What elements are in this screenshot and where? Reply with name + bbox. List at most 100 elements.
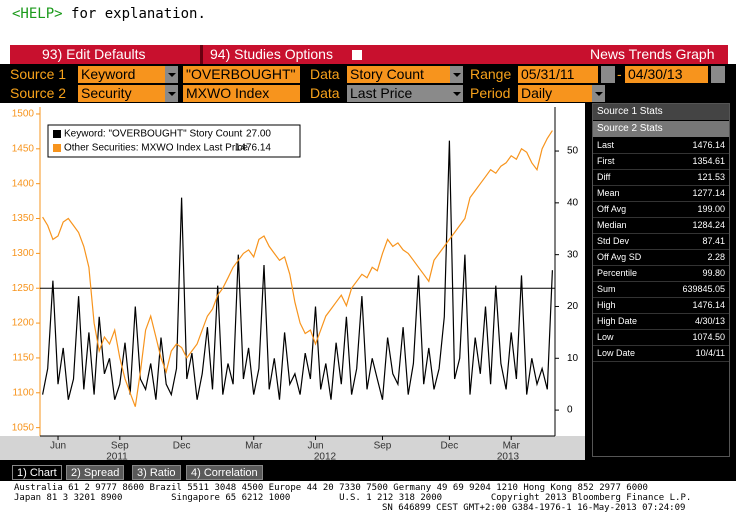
source2-data[interactable]: Last Price bbox=[347, 85, 450, 102]
stat-separator bbox=[593, 153, 729, 154]
stat-label: Low bbox=[597, 332, 614, 342]
x-tick-label: Dec bbox=[441, 441, 459, 452]
x-tick-label: Dec bbox=[173, 441, 191, 452]
stat-value: 199.00 bbox=[697, 204, 725, 214]
help-key[interactable]: <HELP> bbox=[12, 6, 63, 22]
stat-label: Off Avg SD bbox=[597, 252, 642, 262]
dropdown-arrow[interactable] bbox=[592, 85, 605, 102]
footer-line: Australia 61 2 9777 8600 Brazil 5511 304… bbox=[14, 483, 648, 493]
studies-options[interactable]: 94) Studies Options bbox=[210, 46, 333, 62]
stat-label: High bbox=[597, 300, 616, 310]
stats-tab[interactable]: Source 2 Stats bbox=[593, 121, 729, 137]
x-tick-label: Sep bbox=[111, 441, 129, 452]
range-label: Range bbox=[470, 66, 512, 82]
stat-value: 1476.14 bbox=[692, 300, 725, 310]
stat-label: First bbox=[597, 156, 615, 166]
stat-value: 99.80 bbox=[702, 268, 725, 278]
range-start[interactable]: 05/31/11 bbox=[518, 66, 598, 83]
x-year-label: 2011 bbox=[106, 452, 128, 460]
source2-label: Source 2 bbox=[10, 85, 67, 101]
tab-bar: 1) Chart 2) Spread 3) Ratio 4) Correlation bbox=[0, 464, 736, 481]
stat-separator bbox=[593, 233, 729, 234]
x-tick-label: Mar bbox=[245, 441, 263, 452]
chart-background bbox=[0, 103, 585, 460]
source1-type[interactable]: Keyword bbox=[78, 66, 165, 83]
stat-label: Median bbox=[597, 220, 627, 230]
tab[interactable]: 3) Ratio bbox=[132, 465, 181, 480]
stat-label: High Date bbox=[597, 316, 638, 326]
y2-tick-label: 50 bbox=[567, 146, 579, 157]
stat-label: Sum bbox=[597, 284, 616, 294]
x-tick-label: Mar bbox=[503, 441, 521, 452]
legend-label: Other Securities: MXWO Index Last Price bbox=[64, 143, 248, 154]
stat-value: 4/30/13 bbox=[694, 316, 725, 326]
stat-value: 639845.05 bbox=[682, 284, 725, 294]
y2-tick-label: 30 bbox=[567, 249, 579, 260]
y-tick-label: 1200 bbox=[12, 318, 35, 329]
source1-data[interactable]: Story Count bbox=[347, 66, 450, 83]
series-line bbox=[42, 140, 553, 400]
calendar-icon[interactable] bbox=[711, 66, 725, 83]
y2-tick-label: 10 bbox=[567, 353, 579, 364]
y2-tick-label: 40 bbox=[567, 197, 579, 208]
y-tick-label: 1050 bbox=[12, 422, 35, 433]
stat-label: Diff bbox=[597, 172, 611, 182]
period[interactable]: Daily bbox=[518, 85, 592, 102]
range-dash: - bbox=[617, 66, 622, 82]
y2-tick-label: 20 bbox=[567, 301, 579, 312]
legend-box bbox=[47, 124, 301, 158]
legend-swatch bbox=[53, 130, 61, 138]
stat-label: Std Dev bbox=[597, 236, 630, 246]
edit-defaults[interactable]: 93) Edit Defaults bbox=[42, 46, 146, 62]
y-tick-label: 1450 bbox=[12, 143, 35, 154]
source2-query[interactable]: MXWO Index bbox=[183, 85, 300, 102]
tab[interactable]: 2) Spread bbox=[66, 465, 125, 480]
stat-value: 121.53 bbox=[697, 172, 725, 182]
dropdown-arrow[interactable] bbox=[165, 66, 178, 83]
y-tick-label: 1100 bbox=[12, 387, 34, 398]
tab[interactable]: 4) Correlation bbox=[186, 465, 263, 480]
y-tick-label: 1300 bbox=[12, 248, 35, 259]
stat-separator bbox=[593, 297, 729, 298]
y-tick-label: 1400 bbox=[12, 178, 35, 189]
stat-separator bbox=[593, 201, 729, 202]
stat-separator bbox=[593, 217, 729, 218]
stat-separator bbox=[593, 281, 729, 282]
stats-tab[interactable]: Source 1 Stats bbox=[593, 104, 729, 120]
stat-value: 1284.24 bbox=[692, 220, 725, 230]
help-line: <HELP> for explanation. bbox=[12, 6, 206, 22]
series-line bbox=[42, 130, 553, 407]
stat-separator bbox=[593, 185, 729, 186]
stat-value: 1074.50 bbox=[692, 332, 725, 342]
stat-label: Percentile bbox=[597, 268, 638, 278]
stat-value: 1277.14 bbox=[692, 188, 725, 198]
source2-type[interactable]: Security bbox=[78, 85, 165, 102]
stat-value: 10/4/11 bbox=[695, 348, 725, 358]
stat-separator bbox=[593, 361, 729, 362]
stat-separator bbox=[593, 169, 729, 170]
legend-value: 1476.14 bbox=[235, 143, 272, 154]
calendar-icon[interactable] bbox=[601, 66, 615, 83]
dropdown-arrow[interactable] bbox=[165, 85, 178, 102]
x-tick-label: Jun bbox=[50, 441, 66, 452]
y-tick-label: 1500 bbox=[12, 109, 35, 120]
source1-query[interactable]: "OVERBOUGHT" bbox=[183, 66, 300, 83]
chart: 1050110011501200125013001350140014501500… bbox=[0, 103, 585, 460]
footer-line: SN 646899 CEST GMT+2:00 G384-1976-1 16-M… bbox=[382, 503, 686, 513]
toolbar: 93) Edit Defaults 94) Studies Options Ne… bbox=[10, 45, 728, 64]
legend-value: 27.00 bbox=[246, 129, 271, 140]
dropdown-arrow[interactable] bbox=[450, 66, 463, 83]
tab[interactable]: 1) Chart bbox=[12, 465, 62, 480]
studies-arrow[interactable] bbox=[352, 50, 362, 60]
dropdown-arrow[interactable] bbox=[450, 85, 463, 102]
x-axis-strip bbox=[0, 436, 585, 460]
source1-data-label: Data bbox=[310, 66, 340, 82]
help-text: for explanation. bbox=[71, 6, 206, 22]
footer-line: Japan 81 3 3201 8900 Singapore 65 6212 1… bbox=[14, 493, 692, 503]
stat-value: 87.41 bbox=[702, 236, 725, 246]
range-end[interactable]: 04/30/13 bbox=[625, 66, 708, 83]
stat-value: 1354.61 bbox=[692, 156, 725, 166]
stat-label: Low Date bbox=[597, 348, 636, 358]
y-tick-label: 1150 bbox=[12, 353, 34, 364]
